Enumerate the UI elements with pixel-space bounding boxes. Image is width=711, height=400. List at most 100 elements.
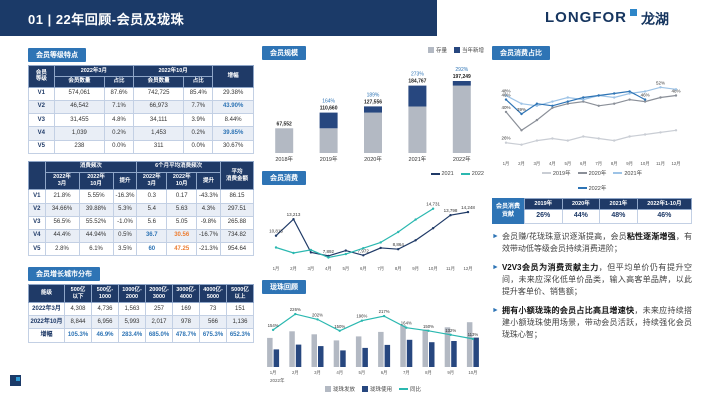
legend-label: 2022: [471, 171, 484, 177]
legend-item: 存量: [427, 46, 447, 54]
cell: 6.1%: [78, 242, 114, 257]
svg-text:39%: 39%: [517, 107, 526, 112]
svg-text:8月: 8月: [425, 370, 432, 376]
cell: 1,136: [226, 315, 254, 330]
svg-text:150%: 150%: [423, 324, 434, 329]
svg-text:5月: 5月: [342, 266, 349, 272]
legend-swatch: [361, 386, 368, 392]
cell: V2: [28, 99, 55, 115]
legend-item: 当年新增: [453, 46, 484, 54]
cell: 44%: [561, 208, 601, 225]
svg-text:10月: 10月: [468, 370, 477, 376]
cell: 6,956: [91, 315, 119, 330]
cell: 85.4%: [183, 86, 214, 101]
svg-text:2月: 2月: [290, 266, 297, 272]
member-consume-legend: 2021 2022: [430, 171, 484, 177]
cell: 4.8%: [104, 113, 134, 128]
header-cell: 2019年: [524, 198, 563, 210]
table-row: V4 44.4% 44.94% 0.5% 36.7 30.56 -16.7% 734.82: [28, 228, 255, 244]
legend-label: 存量: [435, 48, 447, 54]
member-scale-legend: 存量 当年新增: [427, 46, 484, 54]
cell: 增幅: [28, 328, 65, 343]
cell: V4: [28, 228, 46, 244]
svg-text:12月: 12月: [671, 161, 680, 167]
cell: 7.7%: [183, 99, 214, 115]
svg-text:1月: 1月: [503, 161, 510, 167]
table-row: V2 46,542 7.1% 66,973 7.7% 43.90%: [28, 99, 254, 115]
header-row: 2022年 3月 2022年 10月 提升 2022年 3月 2022年 10月 提升: [29, 171, 254, 191]
cell: -1.0%: [112, 215, 138, 230]
svg-text:14,731: 14,731: [426, 202, 440, 207]
cell: 7.1%: [104, 99, 134, 115]
cell: 151: [226, 301, 254, 317]
header-cell: 4000亿- 5000: [199, 284, 227, 303]
header-row: 消费频次 6个月平均消费频次 平均 消费金额: [28, 160, 255, 191]
legend-item: 2019年: [541, 169, 571, 177]
legend-item: 2022: [460, 171, 484, 177]
legend-swatch: [460, 173, 470, 175]
header-cell: 5000亿 以上: [226, 284, 254, 303]
svg-text:164%: 164%: [401, 321, 412, 326]
svg-text:2019年: 2019年: [320, 155, 338, 163]
cell: 574,061: [53, 86, 106, 101]
bullet-text: 拥有小额珑珠的会员占比高且增速快，未来应持续搭建小额珑珠使用场景，带动会员活跃，…: [501, 306, 693, 340]
cell: V4: [28, 126, 55, 141]
cell: 5.4: [136, 202, 168, 217]
cell: 29.38%: [212, 86, 254, 101]
footer-logo-mark: [10, 375, 21, 386]
svg-text:4月: 4月: [325, 266, 332, 272]
cell: 56.5%: [44, 215, 80, 230]
cell: -16.3%: [112, 189, 138, 204]
cell: V3: [28, 113, 55, 128]
legend-item: 2021: [430, 171, 454, 177]
header-cell: 提升: [112, 171, 138, 191]
svg-text:226%: 226%: [290, 307, 301, 312]
svg-text:7月: 7月: [595, 161, 602, 167]
svg-text:8月: 8月: [611, 161, 618, 167]
svg-text:6月: 6月: [381, 370, 388, 376]
cell: 43.90%: [212, 99, 254, 115]
header-cell: 2000亿- 3000: [145, 284, 173, 303]
cell: V5: [28, 139, 55, 154]
cell: V1: [28, 86, 55, 101]
cell: 26%: [524, 208, 563, 225]
svg-text:3月: 3月: [534, 161, 541, 167]
member-consume-chart: 1月 2月 3月 4月 5月 6月 7月 8月 9月 10月 11月 12月 10,815 13,213 7…: [269, 202, 475, 272]
svg-text:46%: 46%: [641, 93, 650, 98]
cell: -43.3%: [196, 189, 221, 204]
svg-text:9月: 9月: [626, 161, 633, 167]
cell: 4.3%: [196, 202, 221, 217]
svg-text:2020年: 2020年: [364, 155, 382, 163]
svg-text:10,815: 10,815: [269, 229, 283, 234]
longzhu-head: 珑珠回顾: [262, 280, 484, 297]
legend-item: 2022年: [577, 184, 606, 192]
cell: 0.5%: [112, 228, 138, 244]
table-row: V2 34.66% 39.88% 5.3% 5.4 5.63 4.3% 297.51: [28, 202, 255, 217]
legend-item: 2021年: [613, 169, 642, 177]
header-cell: 会员 等级: [28, 65, 55, 88]
header-cell: 3000亿- 4000: [172, 284, 200, 303]
legend-label: 当年新增: [461, 48, 484, 54]
consume-share-legend: 2019年 2020年 2021年 2022年: [526, 169, 658, 192]
header-cell: [28, 160, 46, 191]
svg-text:8,864: 8,864: [393, 242, 405, 247]
logo-mark-icon: [630, 9, 637, 16]
cell: 36.7: [136, 228, 168, 244]
svg-text:132%: 132%: [445, 328, 456, 333]
legend-swatch: [577, 187, 587, 189]
table-row: V1 574,061 87.6% 742,725 85.4% 29.38%: [28, 86, 254, 101]
svg-text:2月: 2月: [518, 161, 525, 167]
header-cell: 占比: [183, 75, 214, 88]
cell: 3.5%: [112, 242, 138, 257]
cell: 8,844: [64, 315, 92, 330]
cell: 675.3%: [199, 328, 227, 343]
cell: 87.6%: [104, 86, 134, 101]
cell: 34.66%: [44, 202, 80, 217]
svg-text:2021年: 2021年: [409, 155, 427, 163]
content: 会员等级特点 会员 等级 2022年3月 2022年10月 增幅 会员数量 占比 会员数量占…: [0, 44, 711, 400]
svg-text:12月: 12月: [463, 266, 472, 272]
table-row: V1 21.8% 5.55% -16.3% 0.3 0.17 -43.3% 86.15: [28, 189, 255, 204]
cell: 46%: [636, 208, 693, 225]
svg-text:2018年: 2018年: [275, 155, 293, 163]
